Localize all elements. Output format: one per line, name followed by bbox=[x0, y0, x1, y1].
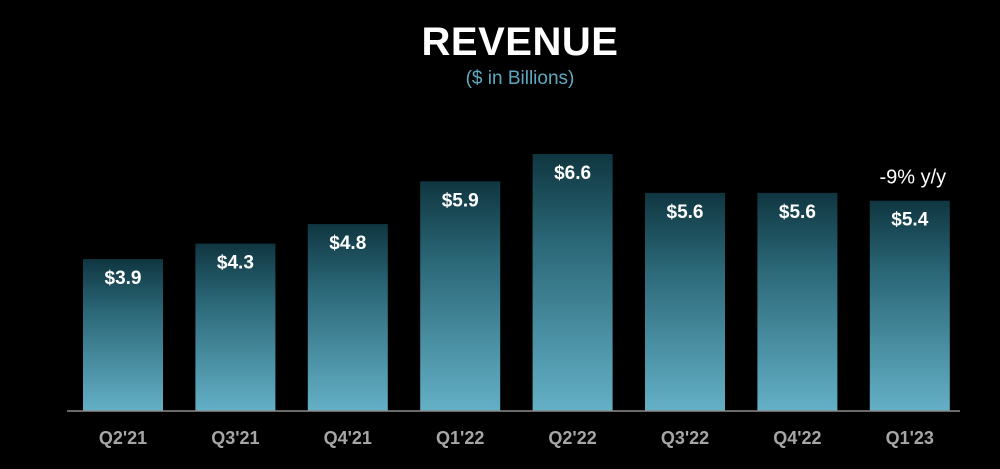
x-tick-label: Q1'22 bbox=[436, 428, 484, 448]
x-tick-labels: Q2'21 Q3'21 Q4'21 Q1'22 Q2'22 Q3'22 Q4'22 Q1'23 bbox=[99, 428, 934, 448]
bar-Q3'21 bbox=[195, 243, 276, 411]
x-tick-label: Q1'23 bbox=[886, 428, 934, 448]
bar-value-label: $5.9 bbox=[442, 190, 479, 211]
x-tick-label: Q2'22 bbox=[548, 428, 596, 448]
bar-Q2'22 bbox=[532, 154, 613, 411]
x-tick-label: Q3'22 bbox=[661, 428, 709, 448]
yoy-change-annotation: -9% y/y bbox=[879, 167, 946, 189]
bar-Q3'22 bbox=[645, 192, 725, 411]
bar-value-label: $3.9 bbox=[105, 268, 142, 289]
bar-Q2'21 bbox=[83, 259, 163, 411]
x-tick-label: Q2'21 bbox=[99, 428, 147, 448]
bar-Q4'21 bbox=[307, 224, 388, 411]
x-tick-label: Q3'21 bbox=[211, 428, 259, 448]
bar-value-label: $6.6 bbox=[554, 163, 591, 184]
chart-subtitle: ($ in Billions) bbox=[465, 68, 575, 89]
bar-Q1'23 bbox=[869, 200, 950, 411]
x-tick-label: Q4'22 bbox=[773, 428, 821, 448]
bar-value-label: $5.4 bbox=[891, 210, 928, 231]
bar-Q4'22 bbox=[757, 192, 838, 411]
chart-title: REVENUE bbox=[421, 20, 619, 64]
x-tick-label: Q4'21 bbox=[324, 428, 372, 448]
bar-value-label: $5.6 bbox=[779, 202, 816, 223]
bar-value-label: $4.8 bbox=[329, 233, 366, 254]
bar-Q1'22 bbox=[420, 181, 501, 411]
bar-value-label: $5.6 bbox=[667, 202, 704, 223]
bars-group: $3.9 $4.3 $4.8 $5.9 $6.6 $5.6 $5.6 $5.4 bbox=[83, 154, 950, 411]
annotations-group: -9% y/y bbox=[879, 167, 946, 189]
bar-value-label: $4.3 bbox=[217, 253, 254, 274]
